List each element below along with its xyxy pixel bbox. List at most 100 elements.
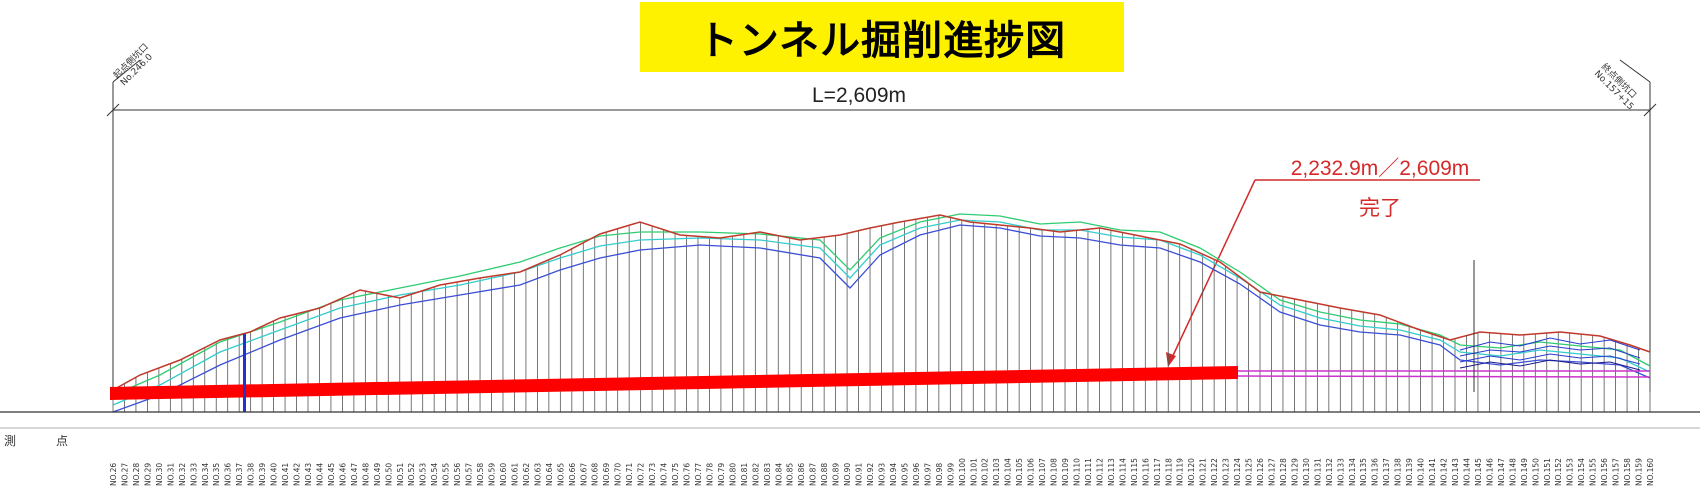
station-label: NO.96 — [912, 463, 921, 486]
excavated-section-bar — [110, 366, 1238, 400]
station-label: NO.148 — [1508, 458, 1517, 486]
station-label: NO.124 — [1233, 458, 1242, 486]
station-label: NO.89 — [832, 463, 841, 486]
station-label: NO.132 — [1325, 458, 1334, 486]
station-row-label: 測点 — [4, 434, 109, 448]
station-label: NO.34 — [201, 463, 210, 486]
station-label: NO.35 — [212, 463, 221, 486]
station-label: NO.110 — [1072, 458, 1081, 486]
station-label: NO.40 — [270, 463, 279, 486]
station-label: NO.141 — [1428, 458, 1437, 486]
leader-arrowhead — [1166, 352, 1176, 367]
tunnel-length-label: L=2,609m — [812, 84, 906, 107]
station-label: NO.45 — [327, 463, 336, 486]
progress-label: 2,232.9m／2,609m — [1290, 157, 1470, 180]
station-label: NO.133 — [1336, 458, 1345, 486]
station-label: NO.107 — [1038, 458, 1047, 486]
station-label: NO.39 — [258, 463, 267, 486]
station-label: NO.68 — [591, 463, 600, 486]
end-portal-detail — [1459, 260, 1641, 392]
station-label: NO.108 — [1050, 458, 1059, 486]
station-label: NO.73 — [648, 463, 657, 486]
station-label: NO.78 — [705, 463, 714, 486]
station-label: NO.47 — [350, 463, 359, 486]
station-label: NO.26 — [109, 463, 118, 486]
station-label: NO.61 — [510, 463, 519, 486]
station-label: NO.76 — [683, 463, 692, 486]
station-label: NO.136 — [1371, 458, 1380, 486]
station-label: NO.122 — [1210, 458, 1219, 486]
station-label: NO.50 — [384, 463, 393, 486]
station-label: NO.144 — [1462, 458, 1471, 486]
station-label: NO.102 — [981, 458, 990, 486]
station-label: NO.57 — [465, 463, 474, 486]
station-label: NO.159 — [1635, 458, 1644, 486]
station-label: NO.153 — [1566, 458, 1575, 486]
station-label: NO.120 — [1187, 458, 1196, 486]
station-label: NO.123 — [1222, 458, 1231, 486]
station-label: NO.150 — [1531, 458, 1540, 486]
station-label: NO.146 — [1485, 458, 1494, 486]
station-label: NO.85 — [786, 463, 795, 486]
diagram-title: トンネル掘削進捗図 — [697, 18, 1067, 64]
station-label: NO.145 — [1474, 458, 1483, 486]
station-label: NO.101 — [969, 458, 978, 486]
station-label: NO.140 — [1417, 458, 1426, 486]
station-label: NO.125 — [1245, 458, 1254, 486]
station-label: NO.97 — [923, 463, 932, 486]
station-label: NO.90 — [843, 463, 852, 486]
station-label: NO.143 — [1451, 458, 1460, 486]
station-label: NO.115 — [1130, 458, 1139, 486]
station-label: NO.29 — [143, 463, 152, 486]
station-label: NO.66 — [568, 463, 577, 486]
station-label: NO.129 — [1290, 458, 1299, 486]
station-label: NO.95 — [900, 463, 909, 486]
station-label: NO.36 — [224, 463, 233, 486]
station-label: NO.74 — [660, 463, 669, 486]
station-label: NO.88 — [820, 463, 829, 486]
station-label: NO.135 — [1359, 458, 1368, 486]
station-label: NO.151 — [1543, 458, 1552, 486]
station-label: NO.103 — [992, 458, 1001, 486]
station-label: NO.116 — [1141, 458, 1150, 486]
station-label: NO.156 — [1600, 458, 1609, 486]
title-banner: トンネル掘削進捗図 — [640, 2, 1124, 72]
station-label: NO.41 — [281, 463, 290, 486]
station-label: NO.59 — [488, 463, 497, 486]
station-label: NO.81 — [740, 463, 749, 486]
progress-annotation-leader — [1166, 179, 1480, 367]
station-label: NO.152 — [1554, 458, 1563, 486]
rock-boundary-cyan — [112, 219, 1651, 406]
station-label: NO.160 — [1646, 458, 1655, 486]
station-label: NO.127 — [1267, 458, 1276, 486]
station-label: NO.31 — [166, 463, 175, 486]
station-label: NO.64 — [545, 463, 554, 486]
station-label: NO.83 — [763, 463, 772, 486]
start-portal-marker — [243, 334, 246, 412]
station-label: NO.77 — [694, 463, 703, 486]
station-label: NO.113 — [1107, 458, 1116, 486]
station-label: NO.114 — [1118, 458, 1127, 486]
station-label: NO.149 — [1520, 458, 1529, 486]
station-label: NO.84 — [774, 463, 783, 486]
station-label: NO.71 — [625, 463, 634, 486]
station-label: NO.91 — [855, 463, 864, 486]
station-label: NO.121 — [1199, 458, 1208, 486]
station-label: NO.51 — [396, 463, 405, 486]
station-label: NO.131 — [1313, 458, 1322, 486]
rock-boundary-green — [112, 213, 1651, 396]
station-label: NO.44 — [315, 463, 324, 486]
station-label: NO.48 — [361, 463, 370, 486]
station-ticks — [112, 215, 1651, 412]
station-label: NO.43 — [304, 463, 313, 486]
station-label: NO.104 — [1004, 458, 1013, 486]
station-label: NO.60 — [499, 463, 508, 486]
station-label: NO.58 — [476, 463, 485, 486]
station-label: NO.158 — [1623, 458, 1632, 486]
station-label: NO.128 — [1279, 458, 1288, 486]
station-label: NO.155 — [1589, 458, 1598, 486]
station-label: NO.65 — [556, 463, 565, 486]
station-label: NO.87 — [809, 463, 818, 486]
station-label: NO.109 — [1061, 458, 1070, 486]
station-label: NO.134 — [1348, 458, 1357, 486]
